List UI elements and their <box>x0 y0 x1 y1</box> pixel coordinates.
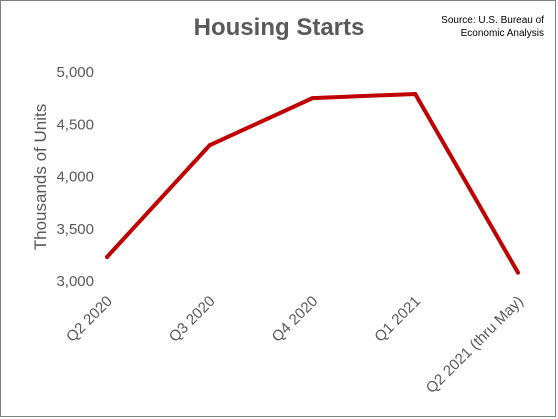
x-tick-label: Q1 2021 <box>371 293 424 346</box>
data-point <box>207 143 212 148</box>
series-line <box>105 91 520 274</box>
y-tick-label: 3,000 <box>56 273 94 290</box>
data-point <box>516 270 520 275</box>
y-tick-label: 4,000 <box>56 169 94 186</box>
x-tick-label: Q2 2021 (thru May) <box>423 293 527 397</box>
data-point <box>105 254 109 259</box>
source-note: Source: U.S. Bureau of Economic Analysis <box>441 14 544 40</box>
y-axis-label: Thousands of Units <box>31 104 50 250</box>
x-tick-label: Q2 2020 <box>63 293 116 346</box>
y-tick-label: 4,500 <box>56 116 94 133</box>
source-line-1: Source: U.S. Bureau of <box>441 15 544 26</box>
y-axis-ticks: 5,000 4,500 4,000 3,500 3,000 <box>56 64 94 290</box>
series-group <box>105 91 520 275</box>
data-point <box>413 91 418 96</box>
y-tick-label: 5,000 <box>56 64 94 81</box>
chart-title: Housing Starts <box>193 14 365 41</box>
source-line-2: Economic Analysis <box>460 28 544 39</box>
x-tick-label: Q3 2020 <box>166 293 219 346</box>
y-tick-label: 3,500 <box>56 221 94 238</box>
x-tick-label: Q4 2020 <box>269 293 322 346</box>
data-point <box>310 96 315 101</box>
